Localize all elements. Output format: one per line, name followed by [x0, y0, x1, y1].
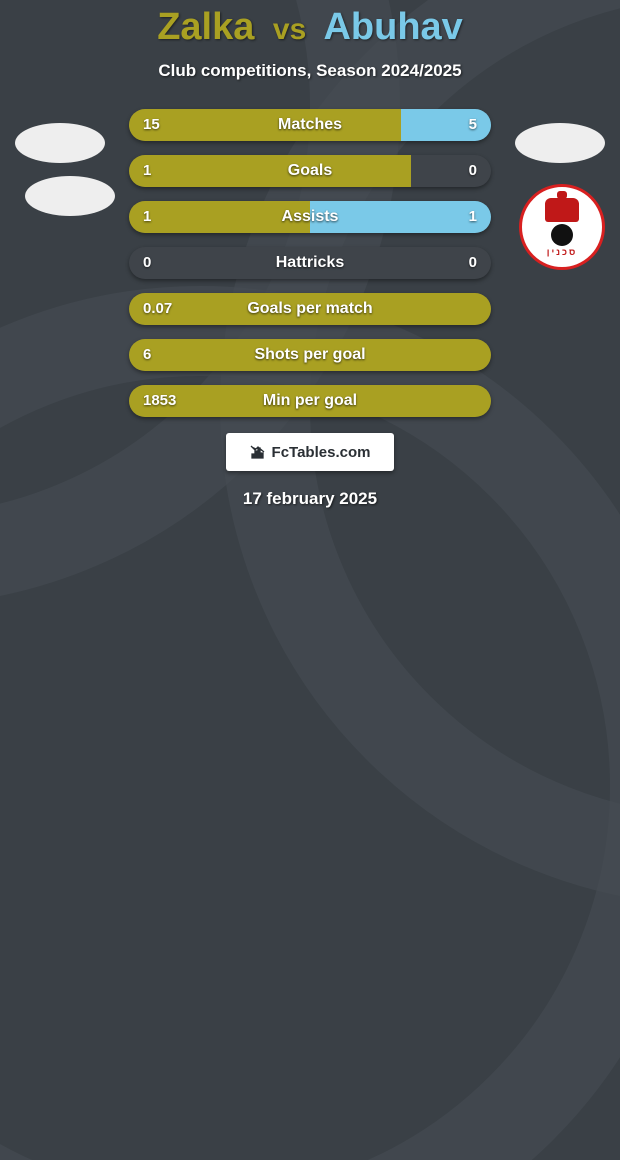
stat-row: 1853Min per goal	[129, 385, 491, 417]
ellipse-icon	[15, 123, 105, 163]
stats-container: 155Matches 10Goals 11Assists 00Hattricks 0.0…	[129, 109, 491, 417]
stat-row: 10Goals	[129, 155, 491, 187]
footer-date: 17 february 2025	[0, 489, 620, 509]
stat-label: Shots per goal	[129, 339, 491, 371]
ball-icon	[551, 224, 573, 246]
stat-row: 11Assists	[129, 201, 491, 233]
stat-row: 6Shots per goal	[129, 339, 491, 371]
stat-label: Min per goal	[129, 385, 491, 417]
chart-icon	[250, 444, 266, 460]
page-title: Zalka vs Abuhav	[0, 6, 620, 49]
stat-label: Hattricks	[129, 247, 491, 279]
player2-name: Abuhav	[323, 6, 462, 48]
stat-row: 155Matches	[129, 109, 491, 141]
stat-label: Matches	[129, 109, 491, 141]
stat-row: 00Hattricks	[129, 247, 491, 279]
bg-decoration	[0, 286, 620, 1160]
crest-shape-icon	[545, 198, 579, 222]
subtitle: Club competitions, Season 2024/2025	[0, 61, 620, 81]
ellipse-icon	[25, 176, 115, 216]
brand-text: FcTables.com	[272, 444, 371, 461]
vs-text: vs	[273, 13, 306, 46]
stat-label: Goals	[129, 155, 491, 187]
brand-badge: FcTables.com	[226, 433, 394, 471]
team-logo-left-2	[25, 176, 115, 258]
stat-label: Assists	[129, 201, 491, 233]
stat-label: Goals per match	[129, 293, 491, 325]
crest-text: סכנין	[547, 247, 578, 257]
ellipse-icon	[515, 123, 605, 163]
team-logo-right-2: סכנין	[519, 184, 605, 270]
stat-row: 0.07Goals per match	[129, 293, 491, 325]
player1-name: Zalka	[157, 6, 254, 48]
